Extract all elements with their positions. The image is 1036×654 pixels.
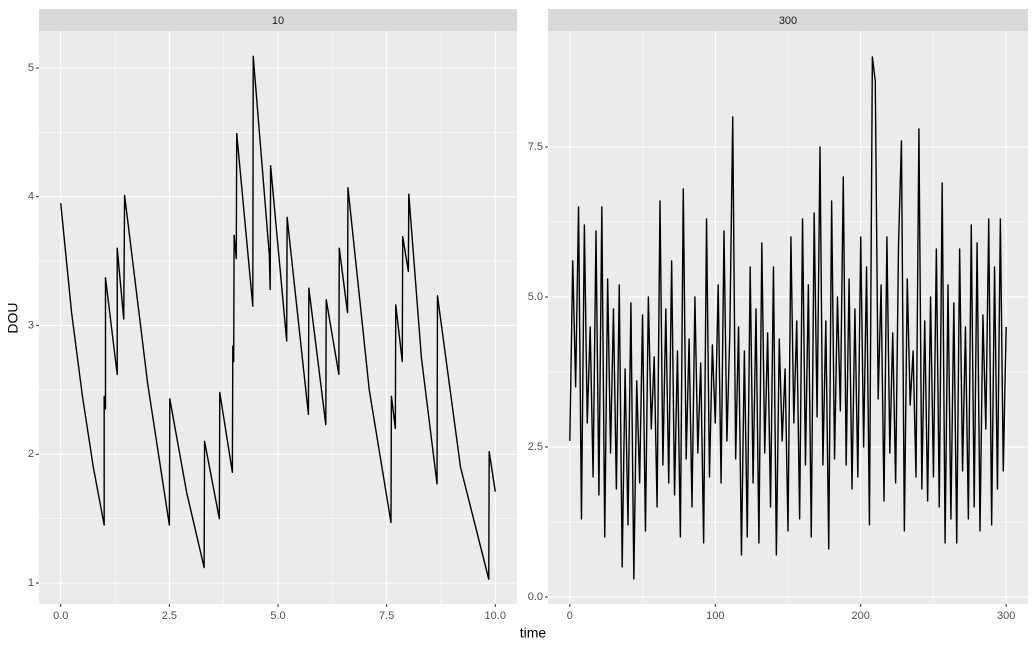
y-tick-label: 1: [28, 577, 34, 589]
y-tick-label: 3: [28, 319, 34, 331]
x-tick-label: 10.0: [485, 610, 506, 622]
y-tick-label: 7.5: [528, 141, 543, 153]
y-tick-label: 4: [28, 191, 34, 203]
strip-label: 10: [272, 15, 284, 27]
y-tick-label: 2: [28, 448, 34, 460]
strip: [39, 9, 517, 31]
x-tick-label: 0: [567, 610, 573, 622]
x-tick-label: 5.0: [270, 610, 285, 622]
x-tick-label: 300: [997, 610, 1015, 622]
y-tick-label: 5.0: [528, 291, 543, 303]
x-tick-label: 200: [852, 610, 870, 622]
x-tick-label: 7.5: [379, 610, 394, 622]
strip-label: 300: [779, 15, 797, 27]
x-axis-title: time: [520, 625, 547, 641]
y-tick-label: 0.0: [528, 591, 543, 603]
x-tick-label: 100: [706, 610, 724, 622]
data-line: [569, 56, 1007, 580]
x-tick-label: 2.5: [162, 610, 177, 622]
strip: [548, 9, 1028, 31]
data-line: [60, 55, 496, 580]
y-tick-label: 5: [28, 62, 34, 74]
x-tick-label: 0.0: [53, 610, 68, 622]
y-tick-label: 2.5: [528, 441, 543, 453]
y-axis-title: DOU: [5, 302, 21, 333]
